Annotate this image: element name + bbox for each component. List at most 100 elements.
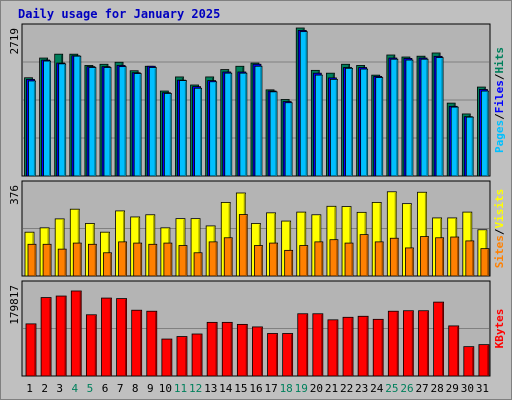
legend-separator: / (493, 73, 506, 80)
kbytes-bar-shade (306, 314, 308, 376)
pages-bar-shade (48, 62, 51, 177)
sites-bar (87, 243, 97, 277)
pages-bar-shade (169, 94, 172, 176)
kbytes-bar-shade (321, 314, 323, 376)
x-tick-label: 20 (310, 382, 323, 395)
kbytes-bar-shade (442, 303, 444, 376)
visits-bar-shade (198, 219, 201, 276)
x-tick-label: 16 (249, 382, 262, 395)
kbytes-bar-shade (351, 318, 354, 376)
x-tick-label: 25 (385, 382, 398, 395)
sites-bar-shade (94, 245, 97, 276)
sites-bar-shade (381, 242, 384, 276)
sites-bar (42, 243, 52, 277)
pages-bar-shade (94, 68, 96, 176)
pages-bar-shade (245, 74, 247, 176)
x-tick-label: 4 (72, 382, 79, 395)
kbytes-bar-shade (49, 298, 52, 376)
sites-bar-shade (155, 245, 157, 276)
kbytes-bar-shade (487, 345, 489, 376)
pages-bar-shade (305, 32, 308, 177)
sites-bar-shade (200, 253, 203, 276)
pages-bar-shade (230, 74, 232, 176)
pages-bar-shade (456, 108, 459, 176)
kbytes-bar-shade (411, 311, 414, 376)
x-tick-label: 2 (41, 382, 48, 395)
visits-bar-shade (289, 222, 291, 276)
sites-bar-shade (109, 253, 112, 276)
legend-separator: / (493, 228, 506, 235)
x-tick-label: 24 (370, 382, 384, 395)
kbytes-bar (85, 314, 97, 377)
x-tick-label: 18 (280, 382, 293, 395)
sites-bar-shade (442, 238, 444, 276)
visits-bar-shade (409, 204, 412, 276)
sites-bar-shade (185, 246, 187, 276)
pages-bar-shade (124, 67, 127, 176)
kbytes-bar-shade (366, 317, 369, 376)
x-tick-label: 23 (355, 382, 368, 395)
pages-bar-shade (64, 64, 66, 176)
sites-bar-shade (215, 242, 218, 276)
kbytes-bar-shade (472, 347, 474, 376)
sites-bar-shade (351, 244, 354, 276)
sites-bar-shade (170, 244, 172, 276)
kbytes-bar-shade (245, 325, 248, 376)
y-axis-max-label: 179817 (8, 285, 21, 325)
x-tick-label: 5 (87, 382, 94, 395)
legend-separator: / (493, 113, 506, 120)
sites-bar-shade (64, 250, 67, 276)
pages-bar-shade (109, 68, 111, 176)
x-tick-label: 28 (431, 382, 444, 395)
pages-bar-shade (350, 69, 353, 176)
sites-bar-shade (124, 242, 127, 276)
x-tick-label: 15 (234, 382, 247, 395)
kbytes-bar-shade (457, 326, 459, 376)
pages-bar-shade (215, 82, 217, 176)
x-tick-label: 19 (295, 382, 308, 395)
sites-bar-shade (366, 235, 369, 276)
x-tick-label: 14 (219, 382, 233, 395)
x-tick-label: 31 (476, 382, 489, 395)
pages-bar-shade (154, 68, 157, 176)
pages-bar-shade (396, 60, 398, 177)
kbytes-bar-shade (124, 299, 127, 376)
sites-bar-shade (140, 244, 142, 276)
x-tick-label: 13 (204, 382, 217, 395)
pages-bar-shade (139, 74, 142, 176)
pages-bar-shade (471, 118, 474, 176)
kbytes-bar-shade (64, 297, 67, 376)
x-tick-label: 22 (340, 382, 353, 395)
x-tick-label: 17 (264, 382, 277, 395)
pages-bar-shade (381, 78, 383, 176)
visits-bar-shade (304, 213, 306, 276)
sites-bar-shade (306, 246, 308, 276)
pages-bar-shade (411, 61, 413, 176)
kbytes-bar-shade (94, 315, 97, 376)
x-tick-label: 26 (400, 382, 413, 395)
sites-bar-shade (321, 242, 323, 276)
kbytes-bar-shade (79, 291, 82, 376)
pages-bar-shade (366, 70, 368, 176)
sites-bar-shade (472, 241, 474, 276)
legend-item: KBytes (493, 309, 506, 349)
kbytes-bar-shade (426, 311, 429, 376)
kbytes-bar-shade (109, 299, 112, 376)
x-tick-label: 12 (189, 382, 202, 395)
kbytes-bar-shade (34, 324, 36, 376)
pages-bar-shade (184, 81, 187, 176)
kbytes-bar-shade (396, 312, 399, 376)
x-tick-label: 1 (26, 382, 33, 395)
y-axis-max-label: 2719 (8, 28, 21, 55)
legend-kbytes: KBytes (493, 309, 506, 349)
x-tick-label: 9 (147, 382, 154, 395)
kbytes-bar-shade (336, 320, 338, 376)
y-axis-max-label: 376 (8, 185, 21, 205)
x-tick-label: 29 (446, 382, 459, 395)
legend-item: Pages (493, 120, 506, 153)
sites-bar-shade (426, 237, 429, 276)
pages-bar (43, 60, 51, 177)
sites-bar-shade (275, 244, 278, 276)
pages-bar-shade (199, 89, 202, 176)
